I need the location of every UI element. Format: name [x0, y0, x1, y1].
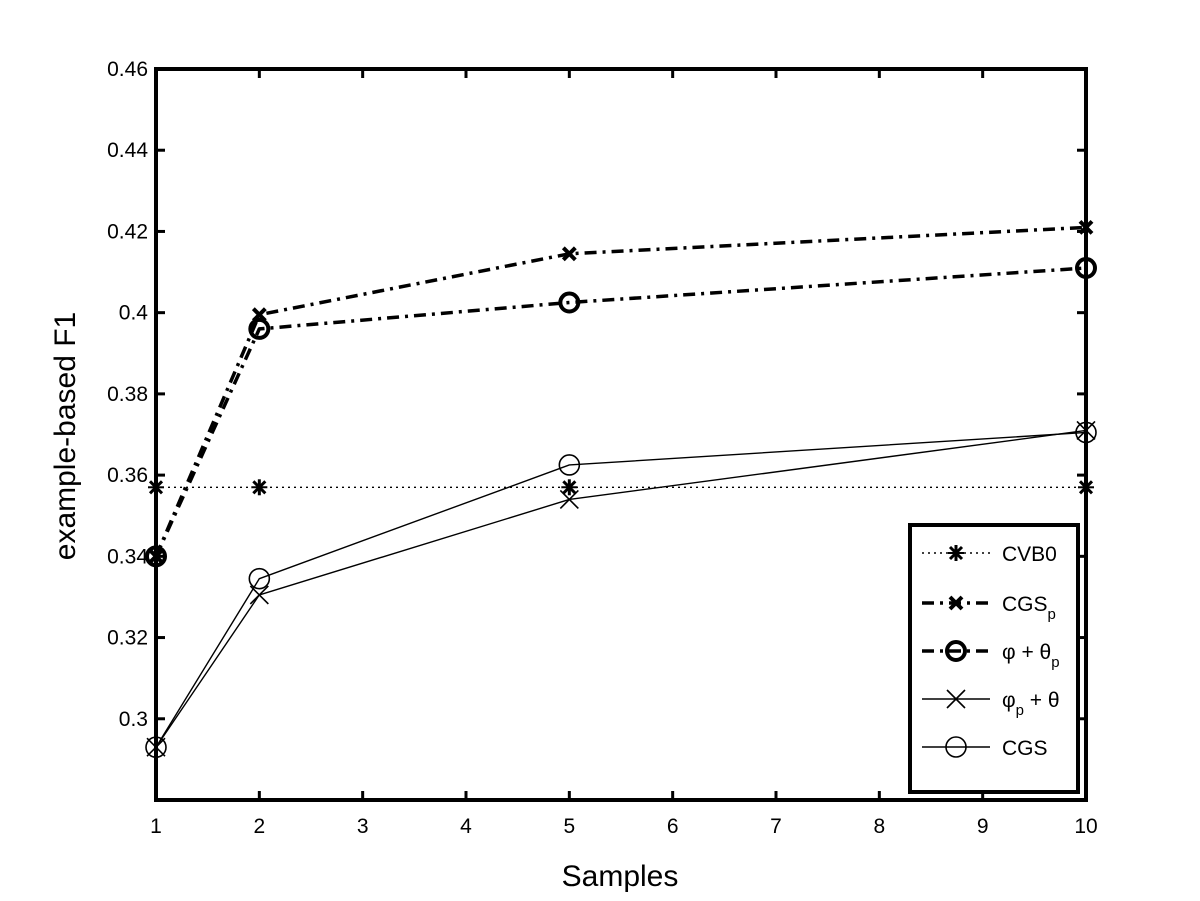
legend-marker-4 — [945, 736, 967, 758]
legend-label-4: CGS — [1002, 737, 1048, 760]
legend-label-subscript: p — [1016, 702, 1024, 719]
x-tick-label: 4 — [460, 815, 472, 838]
data-point-0-2 — [561, 479, 578, 496]
x-tick-label: 1 — [150, 815, 162, 838]
series-line-2 — [154, 266, 1087, 558]
legend-label-main: CVB0 — [1002, 543, 1057, 566]
legend-marker-2 — [945, 640, 967, 662]
data-point-4-1-shape — [248, 567, 271, 590]
legend-label-main: CGS — [1002, 593, 1048, 616]
data-point-2-1-shape — [248, 317, 271, 340]
legend-label-main: CGS — [1002, 737, 1048, 760]
legend-marker-3 — [946, 689, 966, 709]
data-point-3-1-stroke — [249, 585, 269, 605]
data-point-2-2 — [558, 291, 581, 314]
data-point-4-1 — [248, 567, 271, 590]
series-1 — [148, 219, 1094, 564]
legend-marker-2-shape — [945, 640, 967, 662]
y-tick-label: 0.44 — [107, 139, 148, 162]
x-tick-label: 10 — [1074, 815, 1097, 838]
legend-label-0: CVB0 — [1002, 543, 1057, 566]
y-axis-title: example-based F1 — [49, 312, 82, 560]
x-tick-label: 2 — [253, 815, 265, 838]
y-tick-label: 0.42 — [107, 220, 148, 243]
data-point-4-2-shape — [558, 454, 581, 476]
legend-label-main: φ + θ — [1002, 641, 1051, 664]
data-point-2-2-shape — [558, 291, 581, 314]
y-tick-label: 0.32 — [107, 627, 148, 650]
data-point-0-1 — [251, 479, 268, 496]
plot-frame — [154, 67, 1088, 802]
x-tick-label: 9 — [977, 815, 989, 838]
data-point-2-1 — [248, 317, 271, 340]
legend-marker-1 — [948, 595, 964, 611]
legend-label-2: φ + θp — [1002, 641, 1060, 671]
y-tick-label: 0.4 — [119, 302, 149, 325]
data-point-3-2-stroke — [559, 489, 579, 510]
legend-label-3: φp + θ — [1002, 689, 1060, 719]
legend-label-tail: + θ — [1024, 689, 1060, 712]
legend-label-subscript: p — [1048, 606, 1056, 623]
x-tick-label: 3 — [357, 815, 369, 838]
y-tick-label: 0.36 — [107, 464, 148, 487]
legend-label-main: φ — [1002, 689, 1016, 712]
series-line-4 — [155, 431, 1087, 748]
x-tick-label: 8 — [873, 815, 885, 838]
data-point-1-2 — [561, 246, 577, 262]
data-point-4-2 — [558, 454, 581, 476]
data-point-3-2 — [559, 489, 579, 510]
y-tick-label: 0.46 — [107, 58, 148, 81]
y-tick-label: 0.34 — [107, 545, 148, 568]
legend-label-subscript: p — [1051, 654, 1059, 671]
x-tick-label: 5 — [563, 815, 575, 838]
data-point-1-2-stroke — [561, 246, 577, 262]
x-axis-title: Samples — [562, 860, 679, 893]
legend-marker-0 — [948, 545, 964, 561]
y-tick-label: 0.38 — [107, 383, 148, 406]
x-tick-label: 7 — [770, 815, 782, 838]
series-line-3 — [155, 429, 1087, 748]
legend-marker-3-stroke — [946, 689, 966, 709]
series-line-1 — [154, 225, 1087, 558]
y-tick-label: 0.3 — [119, 708, 148, 731]
series-2 — [145, 256, 1097, 568]
x-tick-label: 6 — [667, 815, 679, 838]
legend-marker-4-shape — [945, 736, 967, 758]
legend-label-1: CGSp — [1002, 593, 1056, 623]
legend-marker-1-stroke — [948, 595, 964, 611]
